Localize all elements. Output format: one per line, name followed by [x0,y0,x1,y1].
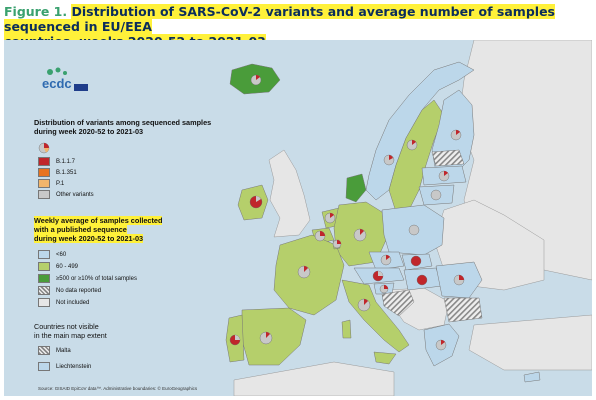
swatch-b1351 [38,168,50,177]
legend-variant-other: Other variants [38,190,94,199]
swatch-b117 [38,157,50,166]
legend-samples-title-1: Weekly average of samples collected [34,216,163,225]
legend-variants-title: Distribution of variants among sequenced… [34,118,211,136]
legend-variant-b117: B.1.1.7 [38,157,75,166]
legend-variants-title-2: during week 2020-52 to 2021-03 [34,127,144,136]
pie-netherlands [324,212,336,224]
logo-text: ecdc [42,76,72,91]
country-cyprus [523,371,541,383]
country-italy-sardinia [341,319,352,339]
pie-germany [353,228,367,242]
pie-belgium [314,230,326,242]
pie-spain [259,331,273,345]
legend-small-malta: Malta [38,346,71,355]
legend-samples-low: <60 [38,250,66,259]
country-croatia [381,289,415,317]
legend-variant-b1351: B.1.351 [38,168,77,177]
country-spain [241,307,307,366]
pie-slovakia [410,255,422,267]
country-uk [268,149,311,238]
pie-czechia [380,254,392,266]
country-north-africa [233,361,395,396]
country-italy [341,279,410,353]
pie-latvia [438,170,450,182]
pie-france [297,265,311,279]
pie-iceland [250,74,262,86]
legend-variant-p1: P.1 [38,179,64,188]
europe-map [225,40,592,396]
country-norway [365,61,475,201]
swatch-other [38,190,50,199]
legend-samples-nodata: No data reported [38,286,101,295]
legend-samples-notincluded: Not included [38,298,89,307]
ecdc-logo: ecdc [42,67,88,91]
legend-small-title-1: Countries not visible [34,322,99,331]
figure-label: Figure 1. [4,4,68,19]
legend-variants-title-1: Distribution of variants among sequenced… [34,118,212,127]
legend-samples-high: ≥500 or ≥10% of total samples [38,274,137,283]
legend-pie-icon [38,142,50,154]
source-note: Source: GISAID EpiCoV data™. Administrat… [38,386,198,391]
pie-romania [453,274,465,286]
pie-slovenia [379,284,389,294]
pie-sweden [406,139,418,151]
pie-hungary [416,274,428,286]
legend-small-title: Countries not visible in the main map ex… [34,322,107,340]
pie-portugal [229,334,241,346]
legend-small-title-2: in the main map extent [34,331,107,340]
pie-poland [408,224,420,236]
pie-greece [435,339,447,351]
country-italy-sicily [373,351,397,365]
legend-samples-title-3: during week 2020-52 to 2021-03 [34,234,144,243]
country-turkey [468,314,592,371]
pie-italy [357,298,371,312]
swatch-p1 [38,179,50,188]
pie-lithuania [430,189,442,201]
title-line-1: Distribution of SARS-CoV-2 variants and … [4,4,555,34]
country-bulgaria [443,297,483,323]
legend-samples-title: Weekly average of samples collected with… [34,216,163,243]
pie-finland [450,129,462,141]
country-denmark [345,173,367,203]
legend-small-liechtenstein: Liechtenstein [38,362,91,371]
legend-samples-mid: 60 - 499 [38,262,78,271]
legend-samples-title-2: with a published sequence [34,225,127,234]
pie-ireland [249,195,263,209]
pie-norway [383,154,395,166]
pie-austria [372,270,384,282]
country-estonia [431,149,465,167]
pie-luxembourg [332,239,342,249]
